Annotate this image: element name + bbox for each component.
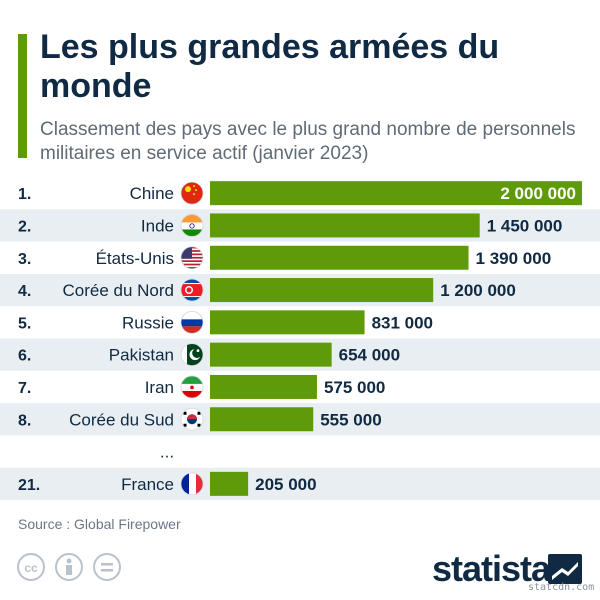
rank-label: 1. bbox=[18, 186, 31, 203]
bar-chart: ... 1. Chine 2 000 000 2. Inde 1 450 000 3. État… bbox=[0, 181, 600, 500]
svg-text:cc: cc bbox=[24, 561, 38, 575]
rank-label: 6. bbox=[18, 348, 31, 365]
china-flag-icon bbox=[180, 181, 204, 205]
country-label: États-Unis bbox=[96, 249, 174, 268]
row-stripe bbox=[0, 467, 600, 500]
north-korea-flag-icon bbox=[180, 278, 204, 302]
rank-label: 4. bbox=[18, 283, 31, 300]
country-label: Inde bbox=[141, 216, 174, 235]
statista-logo[interactable]: statista bbox=[432, 548, 551, 589]
chart-row: 6. Pakistan 654 000 bbox=[18, 342, 400, 367]
rank-label: 21. bbox=[18, 477, 40, 494]
bar bbox=[210, 213, 480, 238]
bar bbox=[210, 471, 249, 496]
country-label: Chine bbox=[130, 184, 174, 203]
iran-flag-icon bbox=[180, 375, 204, 399]
bar bbox=[210, 407, 314, 432]
value-label: 555 000 bbox=[320, 410, 381, 429]
bar bbox=[210, 310, 365, 335]
page-title: Les plus grandes armées du monde bbox=[40, 28, 500, 105]
watermark: statcdn.com bbox=[528, 582, 595, 593]
value-label: 205 000 bbox=[255, 475, 316, 494]
rank-label: 3. bbox=[18, 251, 31, 268]
creative-commons-icon: cc bbox=[17, 553, 45, 581]
rank-label: 8. bbox=[18, 412, 31, 429]
chart-row: 8. Corée du Sud 555 000 bbox=[18, 407, 382, 432]
rank-label: 5. bbox=[18, 315, 31, 332]
country-label: Corée du Sud bbox=[69, 410, 174, 429]
chart-row: 3. États-Unis 1 390 000 bbox=[18, 245, 552, 270]
value-label: 654 000 bbox=[339, 346, 400, 365]
value-label: 1 450 000 bbox=[487, 216, 563, 235]
ellipsis-label: ... bbox=[160, 443, 174, 462]
value-label: 1 390 000 bbox=[476, 249, 552, 268]
bar bbox=[210, 374, 317, 399]
bar bbox=[210, 181, 582, 206]
country-label: Pakistan bbox=[109, 346, 174, 365]
france-flag-icon bbox=[180, 472, 204, 496]
license-icons: cc bbox=[17, 553, 121, 581]
south-korea-flag-icon bbox=[180, 407, 204, 431]
rank-label: 2. bbox=[18, 218, 31, 235]
source-note: Source : Global Firepower bbox=[18, 516, 181, 532]
chart-row: 21. France 205 000 bbox=[18, 471, 317, 496]
page-subtitle: Classement des pays avec le plus grand n… bbox=[40, 119, 576, 164]
title-accent-bar bbox=[18, 34, 27, 158]
pakistan-flag-icon bbox=[180, 343, 204, 367]
chart-row: 4. Corée du Nord 1 200 000 bbox=[18, 278, 516, 303]
chart-row: 1. Chine 2 000 000 bbox=[18, 181, 582, 206]
value-label: 575 000 bbox=[324, 378, 385, 397]
bar bbox=[210, 245, 469, 270]
bar bbox=[210, 342, 332, 367]
rank-label: 7. bbox=[18, 380, 31, 397]
value-label: 831 000 bbox=[372, 313, 433, 332]
country-label: Corée du Nord bbox=[62, 281, 174, 300]
russia-flag-icon bbox=[180, 310, 204, 334]
chart-row: 7. Iran 575 000 bbox=[18, 374, 385, 399]
country-label: Russie bbox=[122, 313, 174, 332]
value-label: 2 000 000 bbox=[500, 184, 576, 203]
chart-row: 5. Russie 831 000 bbox=[18, 310, 433, 335]
attribution-icon bbox=[55, 553, 83, 581]
country-label: Iran bbox=[145, 378, 174, 397]
statista-logo-icon bbox=[548, 554, 582, 584]
usa-flag-icon bbox=[180, 246, 204, 270]
india-flag-icon bbox=[180, 214, 204, 237]
no-derivatives-icon bbox=[93, 553, 121, 581]
chart-row: 2. Inde 1 450 000 bbox=[18, 213, 563, 238]
country-label: France bbox=[121, 475, 174, 494]
value-label: 1 200 000 bbox=[440, 281, 516, 300]
bar bbox=[210, 278, 434, 303]
